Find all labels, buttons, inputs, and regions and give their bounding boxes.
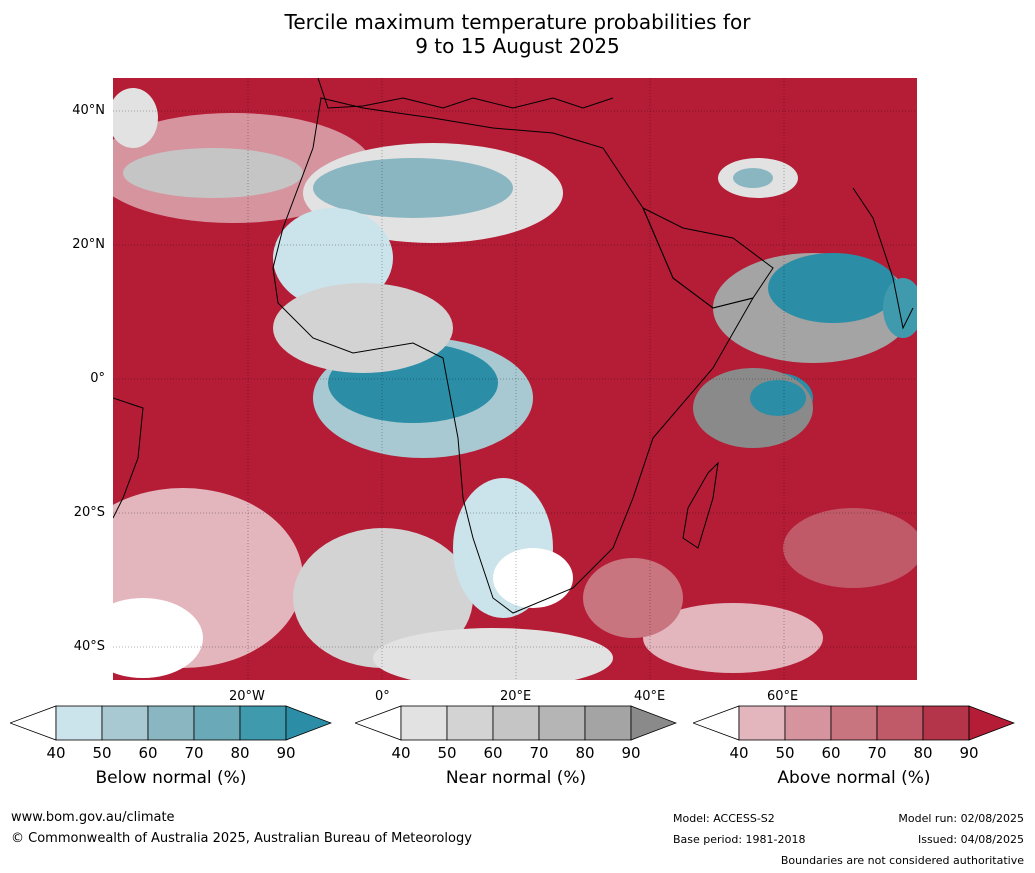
lon-label-0: 0° <box>375 689 390 704</box>
arabia-coastline <box>642 206 774 309</box>
colorbar-below-label: Below normal (%) <box>95 768 247 788</box>
colorbar-above-tick: 70 <box>867 744 887 762</box>
issued-date: Issued: 04/08/2025 <box>917 833 1024 846</box>
colorbar-below-svg <box>10 705 332 741</box>
colorbar-below-tick: 40 <box>46 744 66 762</box>
colorbar-near-bin-80-90 <box>584 705 632 741</box>
map-title: Tercile maximum temperature probabilitie… <box>0 10 1035 58</box>
colorbar-near-bin-50-60 <box>446 705 494 741</box>
title-line-2: 9 to 15 August 2025 <box>415 34 620 58</box>
colorbar-above <box>693 705 1015 741</box>
model-name: Model: ACCESS-S2 <box>673 812 775 825</box>
colorbar-near-bin-60-70 <box>492 705 540 741</box>
colorbar-near <box>355 705 677 741</box>
colorbar-above-tick: 40 <box>729 744 749 762</box>
colorbar-above-max-arrow <box>968 705 1015 741</box>
colorbar-below <box>10 705 332 741</box>
namibia-white <box>493 548 573 608</box>
colorbar-above-tick: 50 <box>775 744 795 762</box>
lon-label-40e: 40°E <box>634 689 666 704</box>
lon-label-20w: 20°W <box>229 689 265 704</box>
colorbar-above-bin-70-80 <box>876 705 924 741</box>
lat-label-20n: 20°N <box>72 237 105 252</box>
website-link[interactable]: www.bom.gov.au/climate <box>11 810 175 825</box>
africa-coastline <box>272 97 755 614</box>
colorbar-below-tick: 90 <box>276 744 296 762</box>
colorbar-near-tick: 70 <box>529 744 549 762</box>
colorbar-below-tick: 70 <box>184 744 204 762</box>
colorbar-near-tick: 40 <box>391 744 411 762</box>
colorbar-below-tick: 60 <box>138 744 158 762</box>
lat-label-20s: 20°S <box>73 505 105 520</box>
colorbar-near-bin-40-50 <box>400 705 448 741</box>
graticule <box>113 78 917 680</box>
colorbar-above-svg <box>693 705 1015 741</box>
base-period: Base period: 1981-2018 <box>673 833 806 846</box>
title-line-1: Tercile maximum temperature probabilitie… <box>284 10 751 34</box>
colorbar-above-min-arrow <box>693 705 740 741</box>
south-indian-patch-2 <box>643 603 823 673</box>
europe-coastline <box>317 78 614 109</box>
colorbar-above-bin-50-60 <box>784 705 832 741</box>
colorbar-near-label: Near normal (%) <box>445 768 587 788</box>
bay-bengal-below <box>883 278 917 338</box>
west-africa-near <box>273 283 453 373</box>
colorbar-above-tick: 80 <box>913 744 933 762</box>
colorbar-near-tick: 80 <box>575 744 595 762</box>
colorbar-below-bin-50-60 <box>101 705 149 741</box>
colorbar-near-tick: 60 <box>483 744 503 762</box>
lat-label-40s: 40°S <box>73 639 105 654</box>
white-patch-s <box>373 628 613 680</box>
colorbar-below-bin-40-50 <box>55 705 103 741</box>
colorbar-above-bin-60-70 <box>830 705 878 741</box>
south-indian-patch-1 <box>783 508 917 588</box>
iran-below <box>733 168 773 188</box>
colorbar-above-tick: 60 <box>821 744 841 762</box>
south-indian-patch-3 <box>583 558 683 638</box>
colorbar-near-tick: 50 <box>437 744 457 762</box>
arabian-sea-below <box>768 253 898 323</box>
lon-label-60e: 60°E <box>767 689 799 704</box>
colorbar-below-max-arrow <box>285 705 332 741</box>
white-patch-nw <box>113 88 158 148</box>
colorbar-near-max-arrow <box>630 705 677 741</box>
lat-label-40n: 40°N <box>72 103 105 118</box>
near-grey-atlantic-n <box>123 148 303 198</box>
white-patch-sw <box>113 598 203 678</box>
map-svg <box>113 78 917 680</box>
colorbar-below-bin-80-90 <box>239 705 287 741</box>
colorbar-below-tick: 80 <box>230 744 250 762</box>
colorbar-above-tick: 90 <box>959 744 979 762</box>
colorbar-above-bin-80-90 <box>922 705 970 741</box>
copyright-notice: © Commonwealth of Australia 2025, Austra… <box>11 831 472 846</box>
colorbar-below-min-arrow <box>10 705 57 741</box>
sahara-below <box>313 158 513 218</box>
colorbar-near-min-arrow <box>355 705 402 741</box>
colorbar-above-label: Above normal (%) <box>777 768 931 788</box>
colorbar-below-bin-70-80 <box>193 705 241 741</box>
madagascar-coastline <box>682 461 719 549</box>
lon-label-20e: 20°E <box>500 689 532 704</box>
colorbar-above-bin-40-50 <box>738 705 786 741</box>
colorbar-near-tick: 90 <box>621 744 641 762</box>
india-coastline <box>852 187 914 330</box>
colorbar-near-bin-70-80 <box>538 705 586 741</box>
probability-map <box>113 78 917 680</box>
lat-label-0: 0° <box>90 371 105 386</box>
colorbar-near-svg <box>355 705 677 741</box>
model-run-date: Model run: 02/08/2025 <box>898 812 1024 825</box>
colorbar-below-bin-60-70 <box>147 705 195 741</box>
indian-ocean-below-core <box>750 380 806 416</box>
boundaries-disclaimer: Boundaries are not considered authoritat… <box>780 854 1024 867</box>
colorbar-below-tick: 50 <box>92 744 112 762</box>
south-america-coastline <box>113 397 144 519</box>
